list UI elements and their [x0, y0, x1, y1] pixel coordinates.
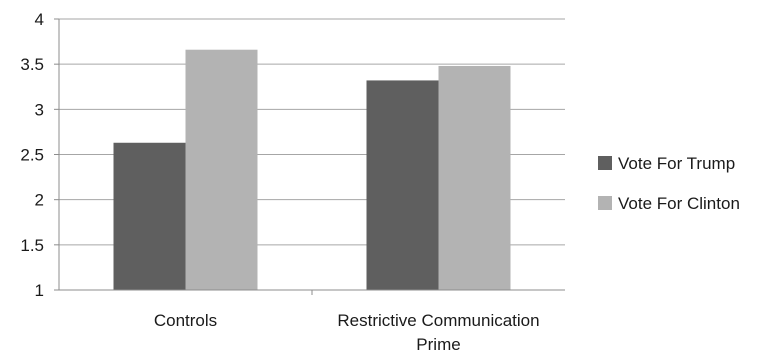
category-label: Prime	[416, 335, 460, 352]
bars	[113, 49, 511, 291]
labels: 1 1.5 2 2.5 3 3.5 4 Controls Restrictive Communi…	[20, 10, 539, 352]
y-tick-label: 2	[35, 191, 44, 210]
y-tick-label: 2.5	[20, 146, 44, 165]
bar-clinton-0	[185, 49, 258, 290]
y-tick-label: 1	[35, 281, 44, 300]
axes	[54, 18, 565, 295]
legend-label: Vote For Trump	[618, 154, 735, 173]
y-tick-label: 4	[35, 10, 44, 29]
legend: Vote For Trump Vote For Clinton	[598, 154, 740, 213]
y-tick-label: 3	[35, 100, 44, 119]
category-label: Controls	[154, 311, 217, 330]
legend-swatch	[598, 156, 612, 170]
y-tick-label: 3.5	[20, 55, 44, 74]
bar-trump-0	[113, 142, 186, 290]
legend-label: Vote For Clinton	[618, 194, 740, 213]
bar-clinton-1	[438, 65, 511, 291]
y-tick-label: 1.5	[20, 236, 44, 255]
legend-swatch	[598, 196, 612, 210]
category-label: Restrictive Communication	[337, 311, 539, 330]
bar-trump-1	[366, 80, 439, 290]
